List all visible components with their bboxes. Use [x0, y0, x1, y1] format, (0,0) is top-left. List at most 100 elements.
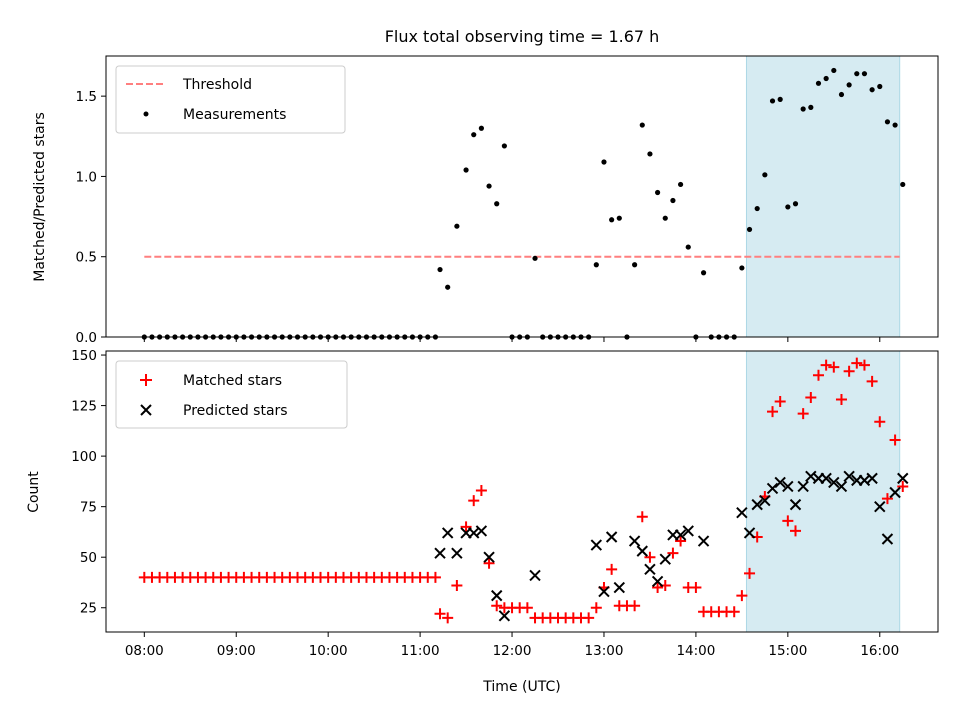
predicted-stars-point: [828, 476, 840, 489]
measurements-point: [800, 106, 806, 112]
predicted-stars-point: [434, 547, 446, 559]
matched-legend-icon: [140, 374, 152, 386]
matched-stars-point: [667, 547, 679, 559]
bottom-panel: 08:00 09:00 10:00 11:00 12:00 13:00 14:00 15:00…: [26, 348, 939, 695]
matched-stars-point: [881, 493, 893, 505]
matched-stars-point: [590, 602, 602, 614]
measurements-point: [861, 71, 868, 77]
matched-stars-point: [652, 582, 664, 594]
matched-stars-point: [636, 511, 648, 523]
matched-stars-point: [835, 394, 847, 406]
predicted-stars-point: [644, 563, 656, 576]
matched-stars-point: [805, 391, 817, 403]
matched-legend-label: Matched stars: [183, 373, 282, 389]
predicted-stars-point: [498, 610, 511, 622]
predicted-stars-point: [835, 480, 848, 493]
predicted-stars-point: [674, 529, 687, 541]
measurements-point: [454, 223, 460, 229]
bottom-ticks: 08:00 09:00 10:00 11:00 12:00 13:00 14:00 15:00…: [71, 348, 899, 659]
predicted-stars-point: [475, 525, 488, 537]
top-axes-frame: [105, 55, 939, 338]
measurements-point: [471, 132, 477, 138]
matched-stars-point: [790, 525, 802, 537]
matched-stars-point: [797, 408, 809, 420]
matched-stars-point: [736, 590, 748, 602]
matched-stars-point: [889, 434, 901, 446]
top-panel: 0.0 0.5 1.0 1.5 Matched/Predicted stars Thr…: [32, 55, 939, 346]
predicted-stars-point: [651, 575, 664, 588]
predicted-stars-point: [529, 569, 541, 582]
bottom-legend-box: [115, 360, 348, 429]
top-highlight-span: [745, 55, 901, 338]
matched-stars-point: [774, 396, 786, 408]
predicted-stars-point: [441, 527, 454, 539]
y-tick-label: 150: [71, 348, 97, 364]
predicted-stars-point: [866, 472, 878, 485]
matched-stars-point: [475, 484, 487, 496]
matched-stars-point: [583, 612, 595, 624]
x-tick-label: 12:00: [493, 643, 532, 659]
predicted-stars-point: [736, 507, 748, 519]
measurements-point: [632, 262, 638, 268]
matched-stars-point: [690, 582, 702, 594]
measurements-point: [762, 172, 768, 178]
predicted-stars-point: [751, 498, 763, 511]
measurements-point: [494, 201, 500, 207]
predicted-stars-point: [451, 547, 463, 559]
count-points: [138, 357, 909, 624]
matched-stars-point: [606, 563, 618, 575]
y-tick-label: 125: [71, 399, 97, 415]
matched-stars-point: [434, 608, 446, 620]
measurements-point: [501, 143, 507, 149]
top-legend: Threshold Measurements: [115, 65, 346, 134]
x-tick-label: 14:00: [676, 643, 715, 659]
measurements-point: [593, 262, 599, 268]
measurements-point: [769, 98, 776, 104]
matched-stars-point: [728, 606, 740, 618]
matched-stars-point: [644, 551, 656, 563]
measurements-point: [785, 204, 791, 210]
measurements-legend-icon: [143, 111, 149, 117]
matched-stars-point: [429, 571, 441, 583]
predicted-stars-point: [491, 589, 503, 602]
predicted-stars-point: [797, 480, 809, 493]
matched-stars-point: [767, 406, 779, 418]
measurements-point: [532, 255, 538, 261]
predicted-stars-point: [897, 472, 909, 485]
x-tick-label: 08:00: [125, 643, 164, 659]
threshold-legend-label: Threshold: [182, 77, 252, 93]
measurements-point: [463, 167, 469, 173]
measurements-point: [685, 244, 691, 250]
predicted-stars-point: [789, 498, 802, 511]
measurements-point: [478, 125, 484, 131]
predicted-stars-point: [766, 482, 779, 495]
predicted-stars-point: [605, 531, 618, 543]
predicted-stars-point: [874, 500, 886, 513]
measurements-point: [639, 122, 645, 128]
predicted-stars-point: [483, 551, 495, 563]
matched-stars-point: [521, 602, 533, 614]
measurements-point: [846, 82, 852, 88]
matched-stars-point: [629, 600, 641, 612]
x-tick-label: 13:00: [585, 643, 624, 659]
measurements-point: [831, 67, 837, 74]
measurements-point: [677, 181, 684, 188]
measurements-point: [877, 83, 883, 90]
predicted-stars-point: [697, 535, 710, 547]
matched-stars-point: [491, 600, 503, 612]
y-tick-label: 0.0: [76, 330, 97, 346]
measurements-point: [900, 181, 906, 188]
predicted-stars-point: [682, 525, 694, 537]
measurements-point: [486, 183, 492, 189]
measurements-point: [854, 71, 860, 77]
predicted-stars-point: [889, 486, 901, 499]
measurements-point: [601, 159, 607, 165]
measurements-point: [884, 119, 891, 125]
measurements-point: [777, 96, 783, 102]
measurements-point: [746, 226, 753, 233]
bottom-y-axis-label: Count: [26, 471, 42, 513]
measurements-point: [700, 270, 707, 276]
measurements-point: [437, 266, 443, 273]
matched-stars-point: [460, 521, 472, 533]
y-tick-label: 1.5: [76, 89, 97, 105]
